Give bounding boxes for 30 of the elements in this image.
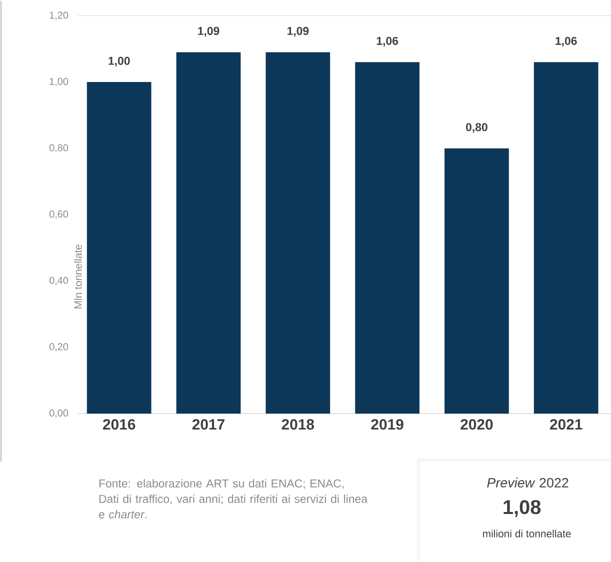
y-tick-label: 0,00 [49,410,68,418]
source-note: Fonte: elaborazione ART su dati ENAC; ENAC, Dati di traffico, vari anni; dati riferiti ai servizi di linea e charter. [98,479,368,519]
x-tick-label: 2021 [550,419,582,430]
bar [355,62,420,414]
y-tick-label: 0,80 [49,144,68,153]
y-axis-title: Mln tonnellate [74,244,82,309]
bar [444,148,509,414]
bar [534,62,598,414]
y-tick-label: 1,20 [50,12,68,20]
x-tick-label: 2018 [282,419,314,430]
text: Preview 2022 [487,478,568,488]
y-tick-label: 0,60 [49,210,68,219]
data-label: 1,06 [556,37,577,47]
data-label: 1,09 [287,27,309,37]
data-label: 1,00 [108,56,130,67]
x-tick-label: 2016 [103,419,136,430]
x-tick-label: 2017 [192,419,224,430]
data-label: 0,80 [466,123,488,134]
bar [176,52,241,414]
text: milioni di tonnellate [483,530,571,538]
bar [266,52,330,414]
data-label: 1,06 [376,37,398,47]
y-tick-label: 1,00 [50,78,68,86]
x-tick-label: 2019 [371,419,404,430]
y-tick-label: 0,40 [49,277,68,286]
data-label: 1,09 [198,27,220,37]
x-tick-label: 2020 [460,419,493,430]
text: 1,08 [504,500,541,518]
bar [86,82,152,414]
y-tick-label: 0,20 [49,343,68,352]
